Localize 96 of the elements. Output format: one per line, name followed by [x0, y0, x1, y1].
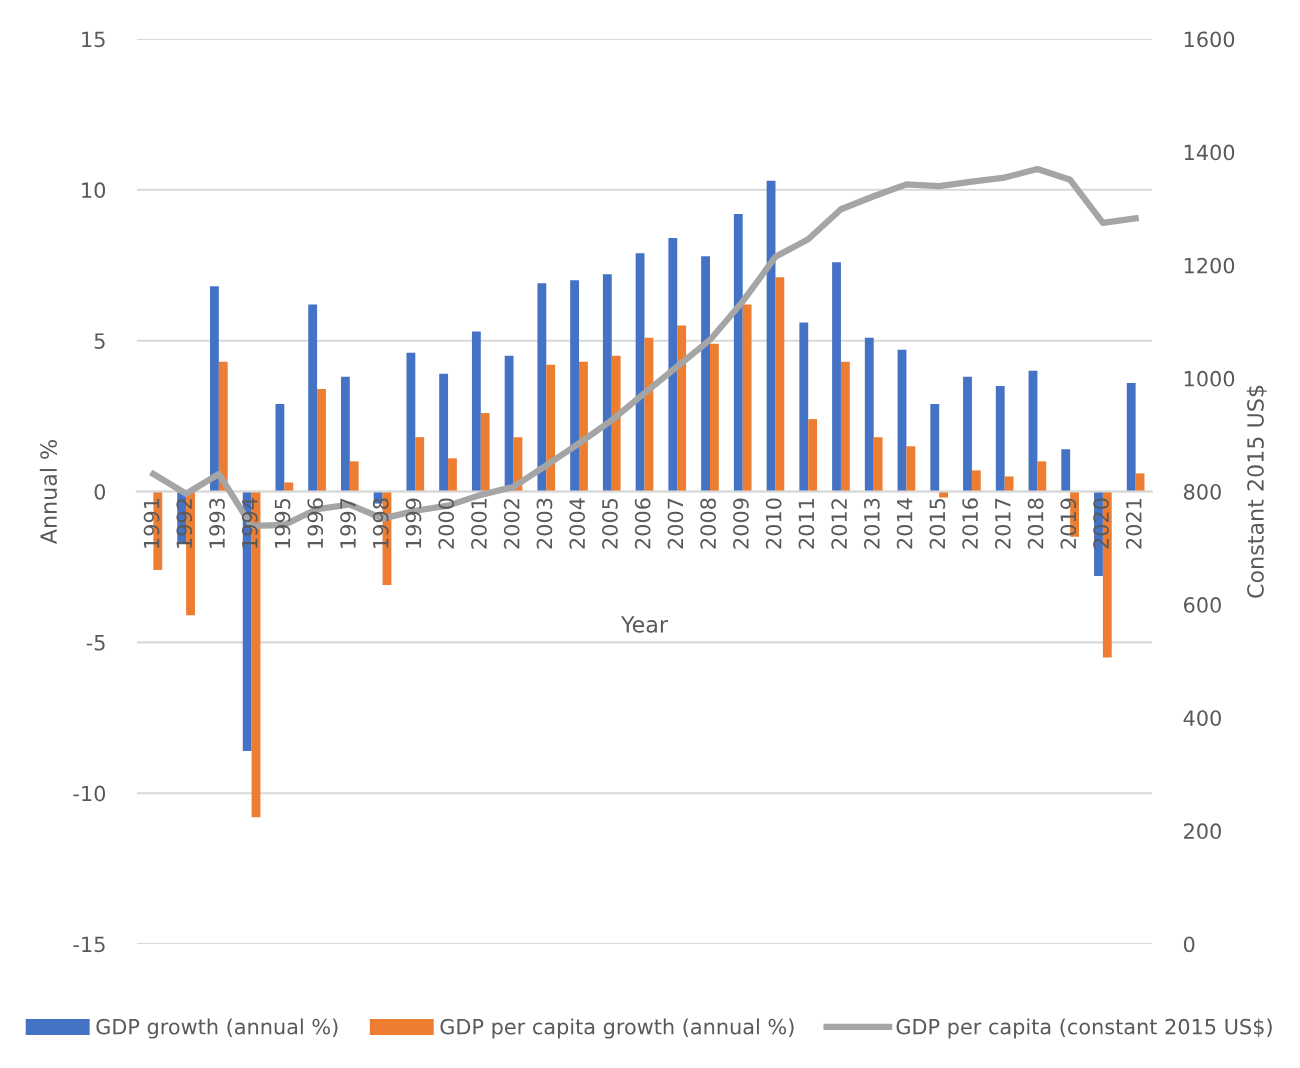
x-tick-label: 2006	[634, 498, 651, 549]
y-axis-title: Annual %	[39, 440, 57, 545]
x-tick-label: 2016	[962, 498, 978, 549]
x-tick-label: 2008	[700, 498, 717, 549]
y-tick-label: 0	[94, 483, 106, 500]
y2-tick-label: 0	[1183, 936, 1195, 953]
x-tick-label: 1993	[209, 498, 225, 548]
x-tick-label: 1996	[307, 498, 324, 548]
y-tick-label: -10	[73, 785, 106, 802]
x-tick-label: 2017	[994, 498, 1011, 549]
bar	[963, 376, 972, 492]
bar	[349, 461, 359, 492]
x-tick-label: 1995	[274, 498, 291, 548]
legend-label: GDP per capita (constant 2015 US$)	[896, 1018, 1272, 1039]
y-tick-label: 10	[82, 182, 106, 199]
x-axis-title: Year	[620, 616, 669, 633]
y-tick-label: 15	[82, 31, 105, 48]
x-tick-label: 2011	[798, 498, 815, 549]
bar	[677, 325, 687, 492]
bar	[308, 304, 318, 492]
legend-label: GDP per capita growth (annual %)	[440, 1018, 794, 1039]
x-tick-label: 2021	[1125, 498, 1142, 549]
x-tick-label: 2001	[471, 498, 487, 549]
bar	[930, 404, 940, 492]
y-tick-label: -5	[86, 635, 105, 651]
x-tick-label: 2019	[1060, 498, 1077, 549]
x-tick-label: 2012	[831, 499, 847, 549]
bar	[448, 458, 457, 492]
x-tick-label: 1997	[340, 498, 356, 548]
bar	[284, 482, 294, 492]
bar	[275, 404, 285, 492]
bar	[742, 304, 752, 492]
bar	[611, 355, 621, 492]
bar	[1061, 449, 1071, 492]
y2-tick-label: 1400	[1184, 144, 1235, 161]
x-tick-label: 2015	[929, 498, 946, 549]
y2-tick-label: 800	[1183, 483, 1221, 500]
x-tick-label: 2010	[765, 498, 782, 549]
bar	[864, 337, 874, 492]
bar	[579, 361, 588, 492]
y-tick-label: 5	[94, 333, 105, 349]
legend-label: GDP growth (annual %)	[96, 1018, 338, 1039]
bar	[340, 376, 350, 492]
x-tick-label: 1991	[143, 498, 160, 548]
bar	[873, 437, 883, 492]
x-tick-label: 2020	[1093, 498, 1109, 549]
bar	[808, 419, 818, 492]
bar	[733, 213, 743, 492]
bar	[832, 262, 841, 492]
bar	[1126, 382, 1136, 492]
x-tick-label: 1994	[241, 498, 258, 548]
x-tick-label: 2007	[667, 498, 684, 549]
bar	[709, 343, 719, 492]
bar	[602, 274, 612, 492]
x-tick-label: 2000	[438, 498, 455, 549]
x-tick-label: 2014	[896, 498, 913, 549]
bar	[471, 331, 481, 492]
x-tick-label: 2013	[863, 498, 880, 549]
y2-tick-label: 200	[1184, 823, 1221, 840]
y2-tick-label: 600	[1184, 597, 1221, 613]
bar	[546, 364, 556, 492]
y2-tick-label: 1200	[1184, 257, 1235, 274]
x-tick-label: 2009	[733, 498, 749, 549]
bar	[480, 413, 490, 492]
x-tick-label: 1992	[176, 499, 193, 548]
x-tick-label: 1998	[372, 498, 389, 548]
x-tick-label: 2002	[503, 499, 520, 549]
bar	[317, 388, 326, 492]
bar	[570, 280, 580, 492]
x-tick-label: 1999	[405, 498, 422, 548]
bar	[995, 385, 1005, 492]
y2-tick-label: 1600	[1184, 31, 1235, 48]
x-tick-label: 2004	[569, 498, 586, 549]
y2-tick-label: 1000	[1184, 370, 1235, 387]
bar	[439, 373, 449, 492]
bar	[218, 361, 228, 492]
bar	[415, 437, 425, 492]
bar	[701, 256, 710, 492]
x-tick-label: 2003	[536, 498, 553, 549]
y2-axis-title: Constant 2015 US$	[1246, 385, 1267, 598]
bar	[210, 286, 219, 492]
bar	[537, 283, 547, 492]
bar	[775, 277, 785, 492]
bar	[906, 446, 916, 492]
x-tick-label: 2005	[602, 498, 618, 549]
bar	[668, 238, 678, 492]
bar	[635, 253, 645, 492]
bar	[1037, 461, 1047, 492]
y-tick-label: -15	[73, 936, 105, 953]
bar	[971, 470, 981, 492]
bar	[1004, 476, 1014, 492]
y2-tick-label: 400	[1183, 710, 1221, 726]
bar	[406, 352, 416, 492]
x-tick-label: 2018	[1027, 498, 1044, 549]
bar	[799, 322, 809, 492]
bar	[840, 361, 850, 492]
